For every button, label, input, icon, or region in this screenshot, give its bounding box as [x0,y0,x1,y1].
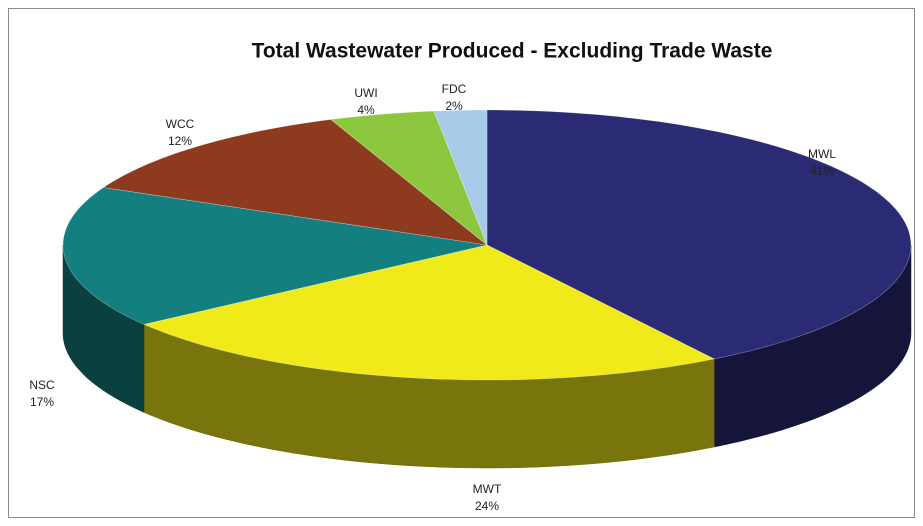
slice-label: WCC [166,117,195,131]
slice-value-label: 2% [445,99,463,113]
slice-value-label: 12% [168,134,192,148]
slice-value-label: 4% [357,103,375,117]
slice [102,119,489,246]
slice-value-label: 17% [30,395,54,409]
slice [62,187,488,325]
slice-label: FDC [442,82,467,96]
slice [433,109,488,246]
slice-label: NSC [29,378,55,392]
slice [486,109,912,360]
slice-label: UWI [354,86,377,100]
slice-label: MWT [473,482,502,496]
chart-title: Total Wastewater Produced - Excluding Tr… [252,40,773,63]
slice [330,110,488,246]
slice-value-label: 41% [810,164,834,178]
slice-label: MWL [808,147,836,161]
slice-value-label: 24% [475,499,499,513]
slice [143,244,716,381]
